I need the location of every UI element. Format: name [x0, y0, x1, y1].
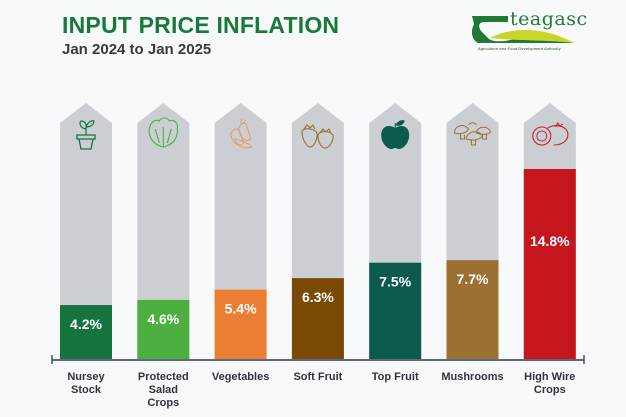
category-label-line: Soft Fruit: [293, 371, 343, 383]
bar: [60, 305, 112, 359]
bar: [369, 262, 422, 359]
category-label: Mushrooms: [433, 371, 513, 384]
category-label: High Wire Crops: [510, 371, 590, 397]
teagasc-logo: teagasc Agriculture and Food Development…: [470, 8, 590, 56]
bar: [446, 260, 499, 359]
data-label: 14.8%: [530, 233, 570, 249]
category-label-line: Crops: [533, 384, 566, 396]
category-label-line: Salad: [148, 384, 178, 396]
data-label: 7.7%: [457, 271, 489, 287]
category-label: Soft Fruit: [278, 371, 358, 384]
category-label-line: Nursey: [67, 371, 105, 383]
category-label: Top Fruit: [355, 371, 435, 384]
carrot-icon: [230, 118, 253, 149]
plant-pot-icon: [76, 120, 96, 150]
bar-group: 6.3%: [291, 103, 344, 359]
logo-tagline: Agriculture and Food Development Authori…: [478, 46, 561, 51]
category-label-line: Vegetables: [211, 371, 270, 383]
data-label: 5.4%: [225, 301, 257, 317]
bar: [214, 289, 267, 359]
chart-subtitle: Jan 2024 to Jan 2025: [62, 41, 212, 58]
bar-group: 7.5%: [369, 103, 422, 359]
category-label-line: Crops: [147, 397, 180, 409]
bar-group: 7.7%: [446, 103, 499, 359]
data-label: 4.6%: [147, 311, 179, 327]
data-label: 6.3%: [302, 289, 334, 305]
category-label-line: Protected: [137, 371, 189, 383]
category-label: Protected Salad Crops: [123, 371, 203, 410]
bar-group: 5.4%: [214, 103, 267, 359]
category-label-line: Top Fruit: [371, 371, 419, 383]
bar: [291, 278, 344, 359]
logo-wordmark: teagasc: [510, 8, 588, 30]
bar-group: 4.2%: [60, 103, 112, 359]
category-label-line: High Wire: [524, 371, 576, 383]
strawberry-icon: [301, 124, 334, 149]
bar: [137, 299, 190, 359]
category-label-line: Stock: [71, 384, 101, 396]
bar-background: [60, 103, 112, 359]
bar: [523, 169, 576, 359]
bar-background: [137, 103, 190, 359]
apple-icon: [381, 120, 410, 149]
mushroom-icon: [453, 122, 492, 146]
logo-graphic: [471, 16, 574, 43]
data-label: 7.5%: [379, 274, 411, 290]
bar-group: 4.6%: [137, 103, 190, 359]
category-label-line: Mushrooms: [441, 371, 504, 383]
data-label: 4.2%: [70, 316, 102, 332]
category-label: Nursey Stock: [46, 371, 126, 397]
bar-group: 14.8%: [523, 103, 576, 359]
lettuce-icon: [148, 117, 178, 148]
tomato-icon: [532, 122, 569, 146]
category-label: Vegetables: [201, 371, 281, 384]
chart-title: INPUT PRICE INFLATION: [62, 12, 340, 38]
